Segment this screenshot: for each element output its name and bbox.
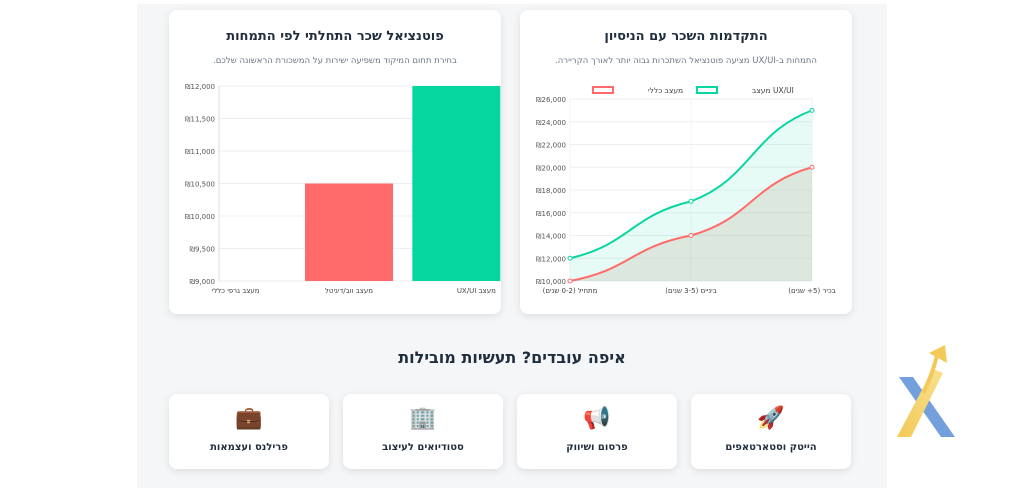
data-point (567, 255, 573, 261)
bar (305, 183, 393, 281)
y-tick-label: ₪26,000 (536, 96, 566, 104)
line-chart: ₪26,000 ₪24,000 ₪22,000 ₪20,000 ₪18,000 ₪16,0… (536, 86, 836, 295)
series-area (570, 110, 812, 281)
data-point (809, 107, 815, 113)
y-tick-label: ₪18,000 (536, 187, 566, 195)
industry-card-advertising[interactable]: 📢 פרסום ושיווק (517, 394, 677, 469)
y-tick-label: ₪22,000 (536, 142, 566, 150)
legend-swatch (592, 86, 614, 94)
data-point (809, 164, 815, 170)
data-point (688, 233, 694, 238)
legend-swatch (696, 86, 718, 94)
industry-card-studios[interactable]: 🏢 סטודיואים לעיצוב (343, 394, 503, 469)
x-tick-label: מעצב גרפי כללי (212, 287, 260, 295)
x-arrow-logo (897, 345, 955, 437)
salary-progression-card: התקדמות השכר עם הניסיון התמחות ב-UX/UI מ… (520, 10, 852, 314)
y-tick-label: ₪10,000 (536, 278, 566, 286)
series-area (570, 167, 812, 281)
data-point (567, 278, 573, 284)
x-tick-label: מעצב UX/UI (457, 287, 496, 295)
industry-label: פרילנס ועצמאות (210, 442, 288, 453)
y-tick-label: ₪9,000 (189, 278, 215, 286)
salary-by-specialization-card: פוטנציאל שכר התחלתי לפי התמחות בחירת תחו… (169, 10, 501, 314)
y-tick-label: ₪11,500 (185, 116, 215, 124)
y-tick-label: ₪20,000 (536, 164, 566, 172)
bar (412, 86, 501, 281)
y-tick-label: ₪12,000 (185, 83, 215, 91)
y-tick-label: ₪14,000 (536, 233, 566, 241)
bar-chart: ₪12,000 ₪11,500 ₪11,000 ₪10,500 ₪10,000 ₪9,50… (185, 83, 501, 295)
x-tick-label: מעצב ווב/דיגיטל (325, 287, 373, 295)
card-title: פוטנציאל שכר התחלתי לפי התמחות (226, 29, 444, 44)
y-tick-label: ₪16,000 (536, 210, 566, 218)
legend-label: UX/UI מעצב (752, 86, 794, 95)
industry-label: סטודיואים לעיצוב (382, 442, 464, 453)
megaphone-icon: 📢 (583, 406, 611, 431)
x-tick-label: מתחיל (0-2 שנים) (543, 287, 598, 295)
legend-label: מעצב כללי (648, 86, 683, 95)
y-tick-label: ₪11,000 (185, 148, 215, 156)
office-building-icon: 🏢 (409, 406, 437, 431)
y-tick-label: ₪24,000 (536, 119, 566, 127)
industry-card-freelance[interactable]: 💼 פרילנס ועצמאות (169, 394, 329, 469)
card-subtitle: התמחות ב-UX/UI מציעה פוטנציאל השתכרות גב… (555, 56, 817, 66)
y-tick-label: ₪12,000 (536, 255, 566, 263)
y-tick-label: ₪10,500 (185, 181, 215, 189)
briefcase-icon: 💼 (235, 406, 263, 431)
section-title: איפה עובדים? תעשיות מובילות (398, 348, 626, 367)
rocket-icon: 🚀 (757, 406, 785, 431)
card-subtitle: בחירת תחום המיקוד משפיעה ישירות על המשכו… (213, 56, 457, 66)
data-point (688, 198, 694, 204)
industry-label: פרסום ושיווק (566, 442, 628, 453)
card-title: התקדמות השכר עם הניסיון (604, 29, 768, 44)
industry-card-hitech[interactable]: 🚀 הייטק וסטארטאפים (691, 394, 851, 469)
y-tick-label: ₪9,500 (189, 246, 215, 254)
x-tick-label: בכיר (5+ שנים) (788, 287, 836, 295)
industry-label: הייטק וסטארטאפים (725, 442, 817, 453)
y-tick-label: ₪10,000 (185, 213, 215, 221)
x-tick-label: ביניים (3-5 שנים) (665, 287, 717, 295)
